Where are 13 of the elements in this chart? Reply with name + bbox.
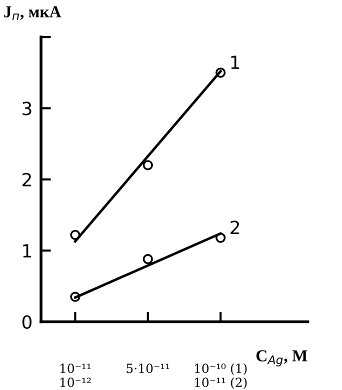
- y-tick-label: 2: [22, 172, 31, 186]
- y-tick-label: 1: [23, 244, 32, 258]
- series-label: 2: [230, 220, 239, 234]
- y-tick-label: 3: [22, 102, 32, 116]
- series-label: 1: [231, 56, 240, 69]
- y-axis-title: J$_{п}$, мкА: [4, 6, 62, 20]
- x-tick-label: 5·10⁻¹¹: [126, 364, 170, 374]
- point: [142, 160, 153, 170]
- point: [142, 254, 153, 264]
- y-tick-label: 0: [22, 315, 32, 329]
- x-tick-label: 10⁻¹¹ 10⁻¹²: [60, 364, 91, 388]
- x-tick-label: 10⁻¹⁰ (1) 10⁻¹¹ (2): [195, 363, 247, 389]
- x-axis-title: C$_{Ag}$, M: [256, 350, 308, 366]
